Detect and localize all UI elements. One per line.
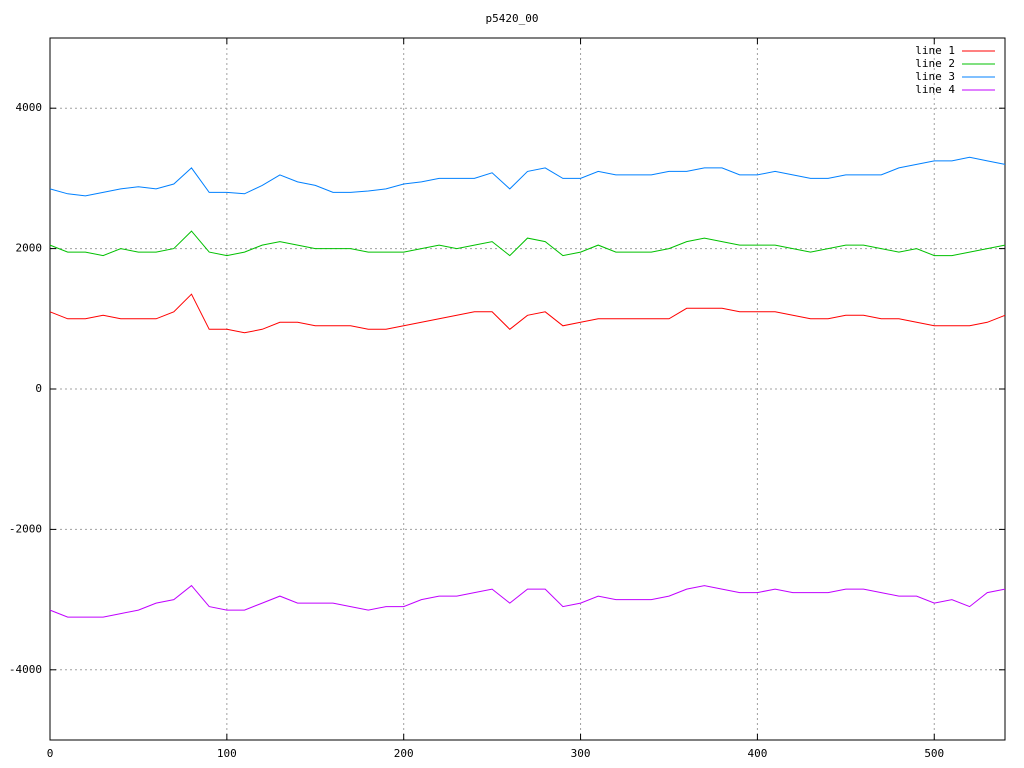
plot-frame <box>49 37 1006 741</box>
chart-title: p5420_00 <box>486 12 539 25</box>
legend-label: line 3 <box>915 70 955 83</box>
y-tick-label: 2000 <box>16 242 43 255</box>
x-tick-label: 300 <box>571 747 591 760</box>
series-line <box>49 156 1006 197</box>
series-line <box>49 293 1006 334</box>
y-tick-label: -4000 <box>9 663 42 676</box>
legend-label: line 4 <box>915 83 955 96</box>
y-tick-label: 4000 <box>16 101 43 114</box>
series-line <box>49 230 1006 257</box>
legend-label: line 2 <box>915 57 955 70</box>
y-tick-label: 0 <box>35 382 42 395</box>
x-tick-label: 0 <box>47 747 54 760</box>
x-tick-label: 200 <box>394 747 414 760</box>
legend-label: line 1 <box>915 44 955 57</box>
x-tick-label: 500 <box>924 747 944 760</box>
series-line <box>49 584 1006 618</box>
y-tick-label: -2000 <box>9 522 42 535</box>
x-tick-label: 400 <box>747 747 767 760</box>
x-tick-label: 100 <box>217 747 237 760</box>
